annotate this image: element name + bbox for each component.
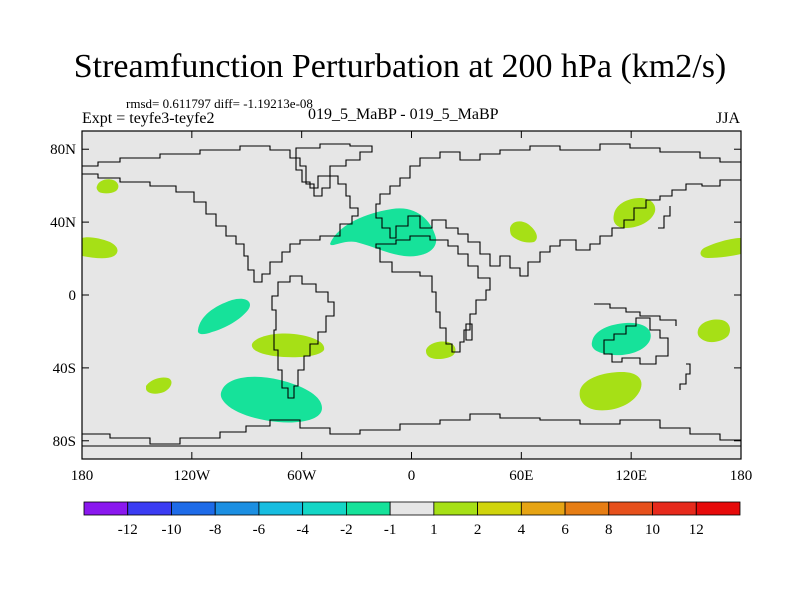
y-tick-label: 40N [50, 215, 76, 231]
coastline-maritime-continent [594, 303, 677, 326]
x-tick-label: 120W [173, 468, 211, 484]
colorbar-swatch [477, 501, 522, 516]
anomaly-region-southern-africa [426, 341, 456, 359]
colorbar-label: 8 [605, 522, 613, 538]
colorbar-swatch [258, 501, 304, 516]
colorbar-label: -4 [296, 522, 309, 538]
x-tick-label: 180 [71, 468, 94, 484]
anomaly-region-central-north-pacific-west-edge [82, 237, 118, 259]
chart-title: Streamfunction Perturbation at 200 hPa (… [73, 48, 727, 85]
colorbar-swatch [214, 501, 260, 516]
coastline-madagascar [465, 323, 473, 341]
colorbar-swatch [302, 501, 347, 516]
colorbar-swatch [520, 501, 566, 516]
anomaly-region-north-pacific-east [96, 179, 119, 194]
colorbar-swatch [695, 501, 741, 516]
coastline-eurasia [375, 143, 741, 277]
x-tick-label: 60W [287, 468, 317, 484]
coastline-japan [658, 206, 671, 229]
coastline-new-zealand [679, 363, 691, 390]
colorbar-label: 10 [645, 522, 660, 538]
x-tick-label: 120E [615, 468, 647, 484]
coastline-greenland [295, 143, 373, 189]
colorbar-label: 12 [689, 522, 704, 538]
colorbar-label: -2 [340, 522, 353, 538]
colorbar-swatch [127, 501, 172, 516]
colorbar-swatch [83, 501, 129, 516]
anomaly-region-south-pacific [220, 376, 322, 423]
anomaly-region-south-pacific-small [146, 377, 172, 394]
x-tick-label: 180 [730, 468, 753, 484]
x-tick-label: 0 [408, 468, 416, 484]
coastline-australia [603, 317, 669, 365]
colorbar-swatch [608, 501, 653, 516]
y-tick-label: 80N [50, 142, 76, 158]
colorbar-label: 4 [518, 522, 526, 538]
coastline-south-america [271, 275, 335, 399]
season-label: JJA [716, 110, 741, 127]
colorbar-label: -1 [384, 522, 397, 538]
anomaly-region-central-north-pacific-east-edge [700, 238, 741, 258]
colorbar-swatch [652, 501, 697, 516]
colorbar-swatch [345, 501, 391, 516]
coastline-antarctica [82, 413, 741, 445]
colorbar-swatch [171, 501, 216, 516]
colorbar-label: 6 [561, 522, 569, 538]
colorbar-swatch [433, 501, 479, 516]
colorbar-label: -8 [209, 522, 222, 538]
colorbar-label: -10 [161, 522, 181, 538]
case-label: 019_5_MaBP - 019_5_MaBP [308, 106, 499, 123]
colorbar-swatch [389, 501, 435, 516]
colorbar-label: -12 [118, 522, 138, 538]
experiment-label: Expt = teyfe3-teyfe2 [82, 110, 215, 127]
anomaly-region-middle-east [510, 221, 537, 243]
anomaly-region-south-indian-ocean-south [579, 372, 642, 411]
y-tick-label: 80S [53, 434, 76, 450]
colorbar-label: 1 [430, 522, 438, 538]
plot-background [82, 131, 741, 459]
colorbar-label: 2 [474, 522, 482, 538]
colorbar-swatch [564, 501, 610, 516]
y-tick-label: 0 [69, 288, 77, 304]
colorbar-label: -6 [253, 522, 266, 538]
anomaly-region-australia-east [697, 319, 730, 343]
coastline-africa [375, 235, 491, 353]
x-tick-label: 60E [509, 468, 533, 484]
anomaly-region-south-atlantic [251, 333, 325, 358]
anomaly-region-east-tropical-pacific [197, 298, 251, 335]
rmsd-diff-label: rmsd= 0.611797 diff= -1.19213e-08 [126, 96, 313, 111]
y-tick-label: 40S [53, 361, 76, 377]
coastline-north-america [82, 145, 359, 283]
anomaly-region-north-atlantic-europe [330, 208, 437, 257]
anomaly-region-south-indian-ocean [591, 322, 651, 356]
